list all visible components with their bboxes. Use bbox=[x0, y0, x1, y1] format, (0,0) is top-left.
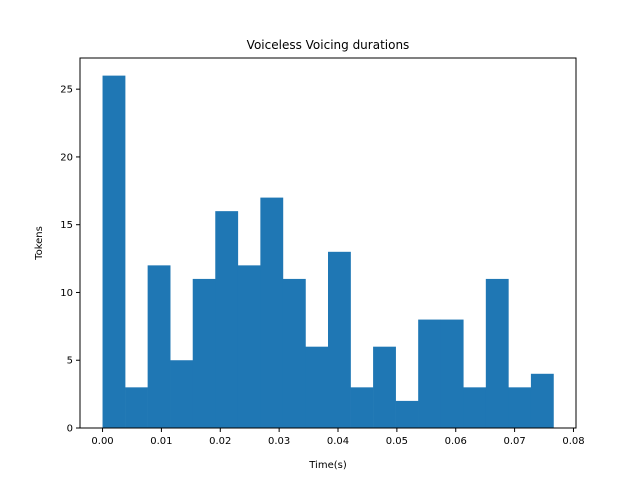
x-tick-label: 0.08 bbox=[562, 436, 584, 447]
histogram-bar bbox=[102, 75, 126, 428]
y-tick-label: 15 bbox=[60, 220, 73, 231]
x-tick-label: 0.00 bbox=[91, 436, 113, 447]
plot-frame bbox=[79, 57, 577, 429]
chart-title: Voiceless Voicing durations bbox=[247, 38, 410, 52]
histogram-bar bbox=[418, 319, 442, 428]
histogram-bar bbox=[373, 346, 396, 428]
y-tick-label: 25 bbox=[60, 85, 73, 96]
x-tick-label: 0.03 bbox=[268, 436, 290, 447]
y-tick-label: 10 bbox=[60, 288, 73, 299]
bars-group bbox=[102, 75, 554, 428]
histogram-bar bbox=[485, 278, 509, 428]
y-axis-label: Tokens bbox=[34, 226, 45, 261]
x-tick-label: 0.07 bbox=[503, 436, 525, 447]
x-tick-label: 0.02 bbox=[209, 436, 231, 447]
y-axis-ticks: 0 5 10 15 20 25 bbox=[60, 85, 80, 435]
histogram-bar bbox=[463, 387, 487, 428]
histogram-bar bbox=[440, 319, 464, 428]
x-axis-ticks: 0.00 0.01 0.02 0.03 0.04 0.05 0.06 0.07 0.08 bbox=[91, 428, 585, 447]
histogram-bar bbox=[260, 197, 284, 428]
histogram-bar bbox=[350, 387, 374, 428]
histogram-bar bbox=[282, 278, 306, 428]
y-tick-label: 0 bbox=[67, 424, 73, 435]
x-tick-label: 0.05 bbox=[386, 436, 408, 447]
histogram-bar bbox=[305, 346, 329, 428]
histogram-bar bbox=[125, 387, 148, 428]
x-axis-label: Time(s) bbox=[308, 460, 347, 471]
histogram-bar bbox=[147, 265, 171, 428]
histogram-bar bbox=[508, 387, 532, 428]
y-tick-label: 20 bbox=[60, 152, 73, 163]
histogram-bar bbox=[395, 400, 419, 428]
histogram-bar bbox=[192, 278, 216, 428]
histogram-bar bbox=[237, 265, 261, 428]
histogram-bar bbox=[328, 251, 351, 428]
x-tick-label: 0.04 bbox=[327, 436, 349, 447]
histogram-bar bbox=[215, 211, 239, 428]
y-tick-label: 5 bbox=[67, 356, 73, 367]
x-tick-label: 0.06 bbox=[445, 436, 467, 447]
histogram-bar bbox=[170, 360, 194, 428]
x-tick-label: 0.01 bbox=[150, 436, 172, 447]
histogram-bar bbox=[530, 373, 554, 428]
